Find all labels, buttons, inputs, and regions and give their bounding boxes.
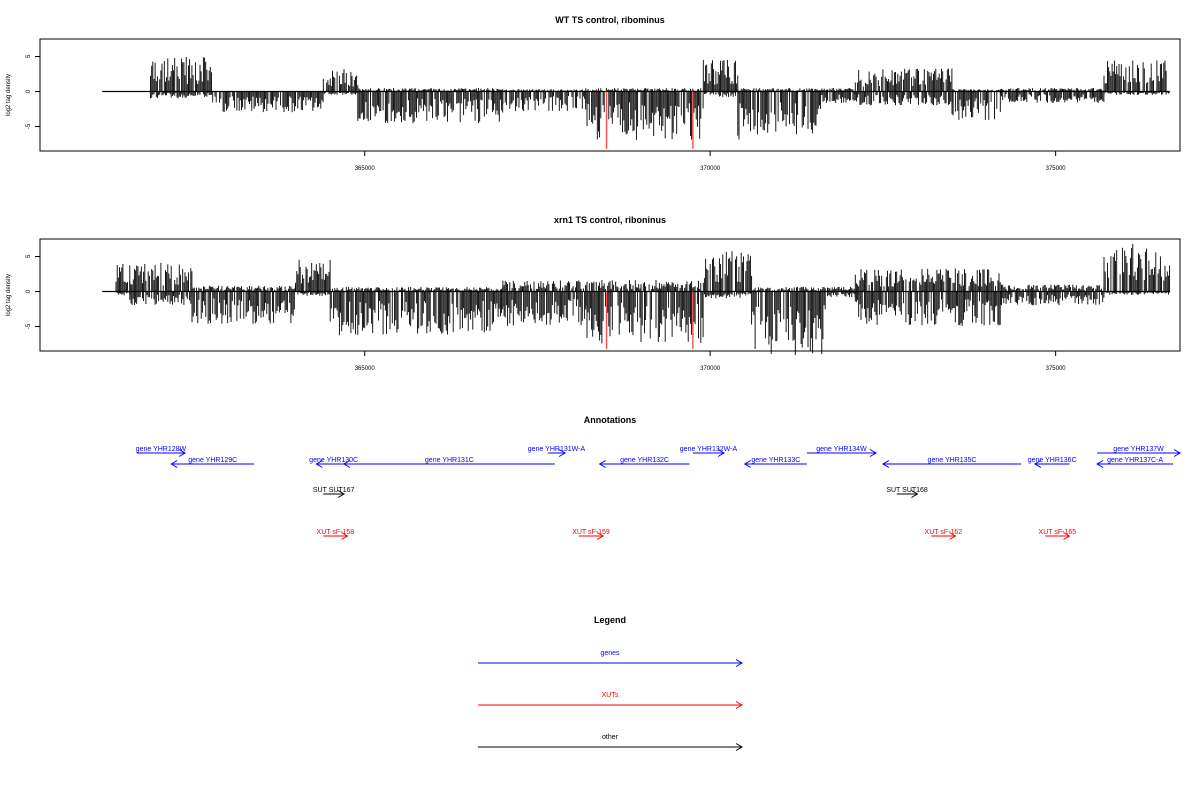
wt-panel-title: WT TS control, ribominus	[555, 15, 665, 25]
feature-label: gene YHR128W	[136, 446, 187, 453]
xrn1-panel: xrn1 TS control, riboninus 365000 370000 3…	[6, 215, 1181, 372]
feature-arrowhead	[598, 460, 606, 468]
y-tick-label: 0	[26, 89, 32, 93]
annotations-title: Annotations	[584, 415, 637, 425]
wt-signal-bars	[102, 56, 1171, 149]
feature-label: gene YHR134W	[816, 446, 867, 453]
xrn1-signal-bars	[102, 243, 1171, 355]
legend-label: other	[602, 734, 619, 741]
feature-arrowhead	[743, 460, 751, 468]
legend-entries: genes XUTs other	[478, 650, 743, 751]
feature-arrowhead	[881, 460, 890, 468]
x-tick-label: 375000	[1046, 166, 1067, 172]
feature-arrowhead	[178, 449, 187, 457]
xrn1-y-axis-label: log2 tag density	[6, 274, 12, 316]
legend-arrowhead	[735, 659, 743, 667]
x-tick-label: 370000	[700, 366, 721, 372]
wt-axes: 365000 370000 375000 5 0 -5	[26, 54, 1066, 172]
feature-label: gene YHR131W-A	[528, 446, 586, 453]
feature-label: XUT sF-159	[572, 529, 610, 536]
xrn1-plot-frame	[39, 238, 1181, 352]
x-tick-label: 375000	[1046, 366, 1067, 372]
legend-panel: Legend genes XUTs other	[478, 615, 743, 751]
wt-y-axis-label: log2 tag density	[6, 74, 12, 116]
y-tick-label: 0	[26, 289, 32, 293]
feature-label: gene YHR132W-A	[680, 446, 738, 453]
feature-arrowhead	[596, 532, 605, 540]
feature-label: SUT SUT168	[886, 487, 928, 494]
feature-arrowhead	[170, 460, 178, 468]
feature-label: XUT sF-162	[925, 529, 963, 536]
feature-arrowhead	[869, 449, 877, 457]
y-tick-label: 5	[26, 254, 32, 258]
feature-arrowhead	[558, 449, 567, 457]
feature-arrowhead	[341, 532, 349, 540]
legend-title: Legend	[594, 615, 626, 625]
feature-arrowhead	[337, 490, 345, 498]
x-tick-label: 365000	[355, 366, 376, 372]
y-tick-label: 5	[26, 54, 32, 58]
feature-arrowhead	[315, 460, 323, 468]
legend-label: XUTs	[602, 692, 619, 699]
feature-arrowhead	[911, 490, 919, 498]
feature-arrowhead	[1173, 449, 1181, 457]
y-tick-label: -5	[26, 323, 32, 329]
feature-label: gene YHR131C	[425, 457, 474, 464]
feature-arrowhead	[1096, 460, 1104, 468]
xrn1-axes: 365000 370000 375000 5 0 -5	[26, 254, 1066, 372]
feature-arrowhead	[343, 460, 351, 468]
feature-label: gene YHR133C	[751, 457, 800, 464]
feature-label: gene YHR130C	[309, 457, 358, 464]
feature-label: gene YHR129C	[188, 457, 237, 464]
feature-label: gene YHR135C	[928, 457, 977, 464]
legend-arrowhead	[735, 701, 743, 709]
feature-label: gene YHR137W	[1113, 446, 1164, 453]
wt-panel: WT TS control, ribominus 365000 370000 375…	[6, 15, 1181, 172]
feature-label: gene YHR132C	[620, 457, 669, 464]
feature-label: gene YHR136C	[1028, 457, 1077, 464]
legend-arrowhead	[735, 743, 743, 751]
wt-plot-frame	[39, 38, 1181, 152]
feature-arrowhead	[1033, 460, 1042, 468]
x-tick-label: 365000	[355, 166, 376, 172]
feature-arrowhead	[717, 449, 725, 457]
feature-arrowhead	[1063, 532, 1071, 540]
feature-label: XUT sF-158	[317, 529, 355, 536]
y-tick-label: -5	[26, 123, 32, 129]
legend-label: genes	[600, 650, 620, 657]
feature-label: SUT SUT167	[313, 487, 355, 494]
feature-label: gene YHR137C-A	[1107, 457, 1163, 464]
feature-label: XUT sF-165	[1039, 529, 1077, 536]
x-tick-label: 370000	[700, 166, 721, 172]
xrn1-panel-title: xrn1 TS control, riboninus	[554, 215, 666, 225]
feature-arrowhead	[949, 532, 957, 540]
